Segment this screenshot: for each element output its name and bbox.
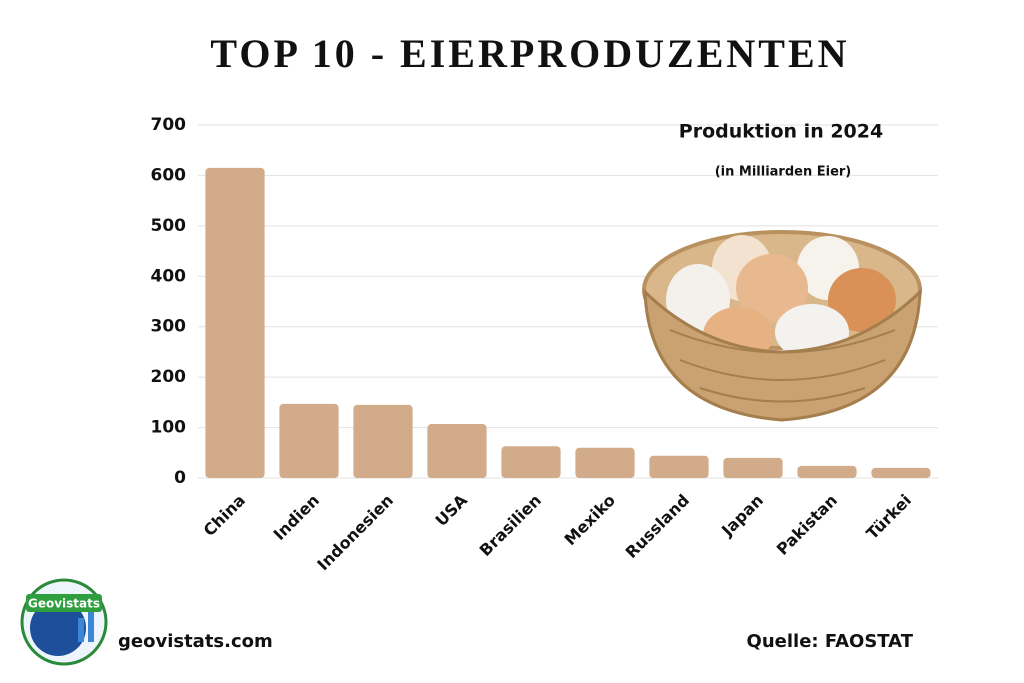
logo-text: Geovistats	[28, 597, 100, 611]
bar	[575, 447, 635, 478]
bar	[501, 446, 561, 478]
bar	[871, 467, 931, 478]
bar	[279, 403, 339, 478]
logo: Geovistats	[20, 578, 108, 666]
chart-title: TOP 10 - EIERPRODUZENTEN	[210, 31, 849, 76]
y-tick-label: 500	[151, 216, 187, 236]
bar	[649, 455, 709, 478]
bar	[353, 404, 413, 478]
bar	[723, 457, 783, 478]
bar	[427, 424, 487, 478]
website: geovistats.com	[118, 631, 273, 652]
egg-basket	[642, 230, 922, 422]
y-tick-label: 200	[151, 367, 187, 387]
bar	[797, 465, 857, 478]
unit-note: (in Milliarden Eier)	[715, 165, 852, 180]
y-tick-label: 300	[151, 317, 187, 337]
bar	[205, 167, 265, 478]
chart-subtitle: Produktion in 2024	[679, 121, 883, 143]
y-tick-label: 600	[151, 165, 187, 185]
y-tick-label: 100	[151, 418, 187, 438]
y-tick-label: 400	[151, 266, 187, 286]
y-tick-label: 700	[151, 115, 187, 135]
y-tick-label: 0	[174, 468, 186, 488]
source: Quelle: FAOSTAT	[747, 631, 914, 652]
